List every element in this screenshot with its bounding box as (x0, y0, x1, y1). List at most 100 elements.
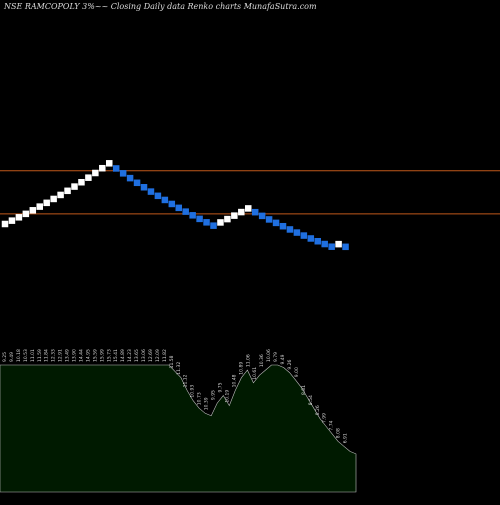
value-label: 10.36 (259, 354, 265, 367)
value-labels: 9.25 9.49 10.18 10.53 11.01 11.59 11.84 12.33 12… (2, 349, 349, 443)
down-brick (342, 243, 349, 251)
chart-title: NSE RAMCOPOLY 3%~~ Closing Daily data Re… (4, 2, 317, 11)
value-label: 11.06 (245, 354, 251, 367)
down-brick (140, 184, 148, 191)
value-label: 11.32 (176, 362, 182, 375)
value-label: 12.91 (58, 349, 64, 362)
down-brick (321, 240, 328, 248)
down-brick (286, 226, 294, 233)
up-brick (224, 215, 231, 223)
up-brick (36, 203, 43, 210)
value-label: 15.41 (113, 349, 119, 362)
up-brick (85, 174, 92, 181)
up-brick (99, 164, 106, 172)
value-label: 12.69 (148, 349, 154, 362)
up-brick (231, 212, 238, 219)
down-brick (210, 222, 217, 229)
up-brick (238, 208, 245, 216)
down-brick (314, 238, 321, 245)
value-label: 6.91 (343, 433, 349, 443)
value-label: 13.06 (141, 349, 147, 362)
down-brick (126, 174, 134, 182)
value-label: 8.54 (308, 395, 314, 405)
value-label: 11.59 (37, 349, 43, 362)
down-brick (265, 216, 273, 223)
value-label: 10.53 (23, 349, 29, 362)
value-label: 7.99 (322, 413, 328, 423)
volume-area (0, 364, 357, 493)
value-label: 13.49 (65, 349, 71, 362)
down-brick (161, 196, 169, 204)
value-label: 14.23 (127, 349, 133, 362)
value-label: 13.90 (72, 349, 78, 362)
down-brick (119, 170, 127, 177)
value-label: 10.89 (238, 362, 244, 375)
value-label: 9.95 (211, 390, 217, 400)
down-brick (182, 208, 189, 215)
value-label: 10.61 (252, 367, 258, 380)
value-label: 13.65 (134, 349, 140, 362)
down-brick (196, 215, 203, 223)
volume-panel (0, 364, 357, 493)
value-label: 9.75 (218, 382, 224, 392)
up-brick (22, 210, 30, 218)
down-brick (279, 222, 287, 230)
up-brick (217, 219, 224, 226)
down-brick (328, 243, 335, 250)
value-label: 9.49 (9, 352, 15, 362)
up-brick (64, 187, 71, 195)
value-label: 10.93 (190, 385, 196, 398)
down-brick (203, 219, 210, 226)
up-brick (29, 207, 37, 214)
value-label: 8.81 (301, 385, 307, 395)
down-brick (272, 219, 280, 227)
value-label: 11.82 (162, 349, 168, 362)
up-brick (1, 220, 9, 228)
value-label: 7.74 (329, 420, 335, 430)
up-brick (78, 178, 85, 186)
down-brick (154, 192, 162, 200)
down-brick (189, 212, 196, 219)
up-brick (245, 205, 252, 212)
down-brick (112, 165, 120, 172)
down-brick (307, 235, 315, 242)
value-label: 10.39 (204, 397, 210, 410)
value-label: 9.79 (273, 352, 279, 362)
down-brick (293, 229, 301, 236)
value-label: 11.84 (44, 349, 50, 362)
value-label: 10.19 (224, 390, 230, 403)
value-label: 9.49 (280, 354, 286, 364)
value-label: 11.58 (169, 355, 175, 368)
down-brick (251, 208, 259, 216)
value-label: 15.99 (99, 349, 105, 362)
up-brick (8, 217, 16, 224)
value-label: 12.33 (51, 349, 57, 362)
value-label: 9.00 (294, 367, 300, 377)
reference-lines (0, 170, 500, 215)
up-brick (335, 240, 342, 248)
value-label: 8.26 (315, 405, 321, 415)
value-label: 14.95 (85, 349, 91, 362)
up-brick (43, 199, 50, 207)
down-brick (133, 179, 141, 187)
down-brick (168, 200, 176, 208)
value-label: 10.73 (197, 392, 203, 405)
down-brick (175, 204, 182, 212)
up-brick (71, 183, 78, 190)
value-label: 9.25 (2, 352, 8, 362)
down-brick (258, 212, 266, 220)
value-label: 9.26 (287, 359, 293, 369)
value-label: 14.44 (79, 349, 85, 362)
value-label: 12.09 (155, 349, 161, 362)
up-brick (106, 160, 113, 167)
up-brick (57, 191, 64, 199)
up-brick (50, 195, 57, 203)
value-label: 10.48 (231, 374, 237, 387)
down-brick (300, 232, 308, 239)
value-label: 11.01 (30, 349, 36, 362)
value-label: 8.08 (336, 428, 342, 438)
value-label: 15.59 (92, 349, 98, 362)
up-brick (15, 214, 23, 221)
